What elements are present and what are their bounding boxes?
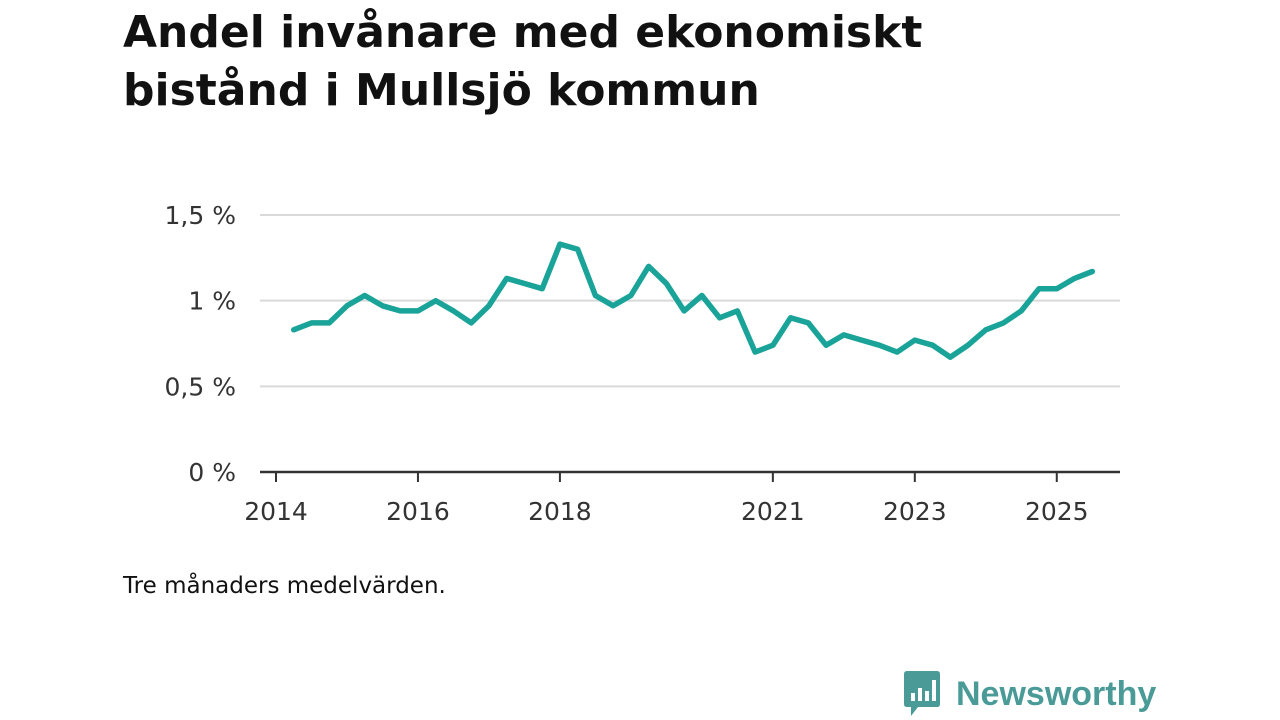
y-tick-label: 1,5 % xyxy=(165,201,236,230)
bar-chart-speech-bubble-icon xyxy=(904,671,940,716)
y-tick-label: 0 % xyxy=(188,458,236,487)
chart-title: Andel invånare med ekonomiskt bistånd i … xyxy=(123,4,1123,120)
y-tick-label: 0,5 % xyxy=(165,372,236,401)
series-line xyxy=(290,241,1096,360)
x-tick-label: 2014 xyxy=(244,497,308,526)
x-tick-label: 2021 xyxy=(741,497,805,526)
x-tick-label: 2023 xyxy=(883,497,947,526)
x-tick-label: 2016 xyxy=(386,497,450,526)
brand-name: Newsworthy xyxy=(956,674,1157,713)
x-tick-label: 2018 xyxy=(528,497,592,526)
chart-caption: Tre månaders medelvärden. xyxy=(123,573,446,599)
chart-title-line-1: Andel invånare med ekonomiskt xyxy=(123,7,923,58)
x-tick-label: 2025 xyxy=(1025,497,1089,526)
y-tick-label: 1 % xyxy=(188,287,236,316)
newsworthy-logo: Newsworthy xyxy=(902,670,1156,718)
chart-title-line-2: bistånd i Mullsjö kommun xyxy=(123,65,760,116)
